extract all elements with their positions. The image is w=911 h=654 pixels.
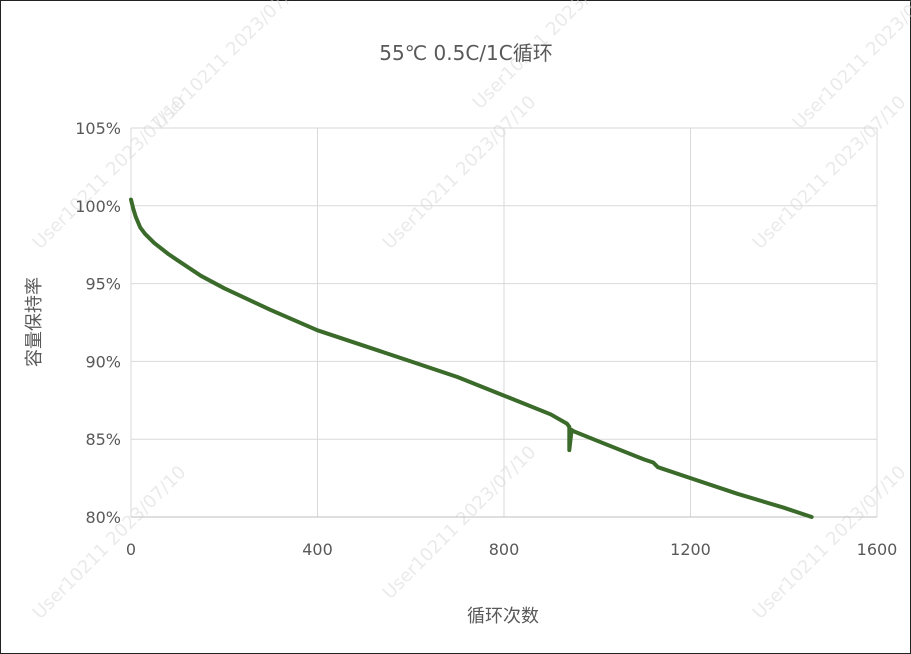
gridlines [130, 127, 878, 518]
y-tick-label: 105% [75, 119, 121, 138]
y-tick-label: 80% [85, 508, 121, 527]
chart-title: 55℃ 0.5C/1C循环 [379, 41, 552, 65]
x-tick-label: 1600 [857, 540, 898, 559]
x-tick-label: 800 [489, 540, 520, 559]
y-axis-title: 容量保持率 [24, 277, 45, 367]
x-axis-title: 循环次数 [467, 606, 539, 627]
x-tick-label: 0 [126, 540, 136, 559]
x-tick-label: 1200 [670, 540, 711, 559]
y-tick-label: 100% [75, 197, 121, 216]
axes: 80% 85% 90% 95% 100% 105% 0 400 800 1200 1600 [75, 119, 897, 559]
series-line [129, 197, 814, 519]
x-tick-label: 400 [302, 540, 333, 559]
y-tick-label: 85% [85, 430, 121, 449]
y-tick-label: 95% [85, 275, 121, 294]
y-tick-label: 90% [85, 352, 121, 371]
series-layer [129, 197, 814, 519]
